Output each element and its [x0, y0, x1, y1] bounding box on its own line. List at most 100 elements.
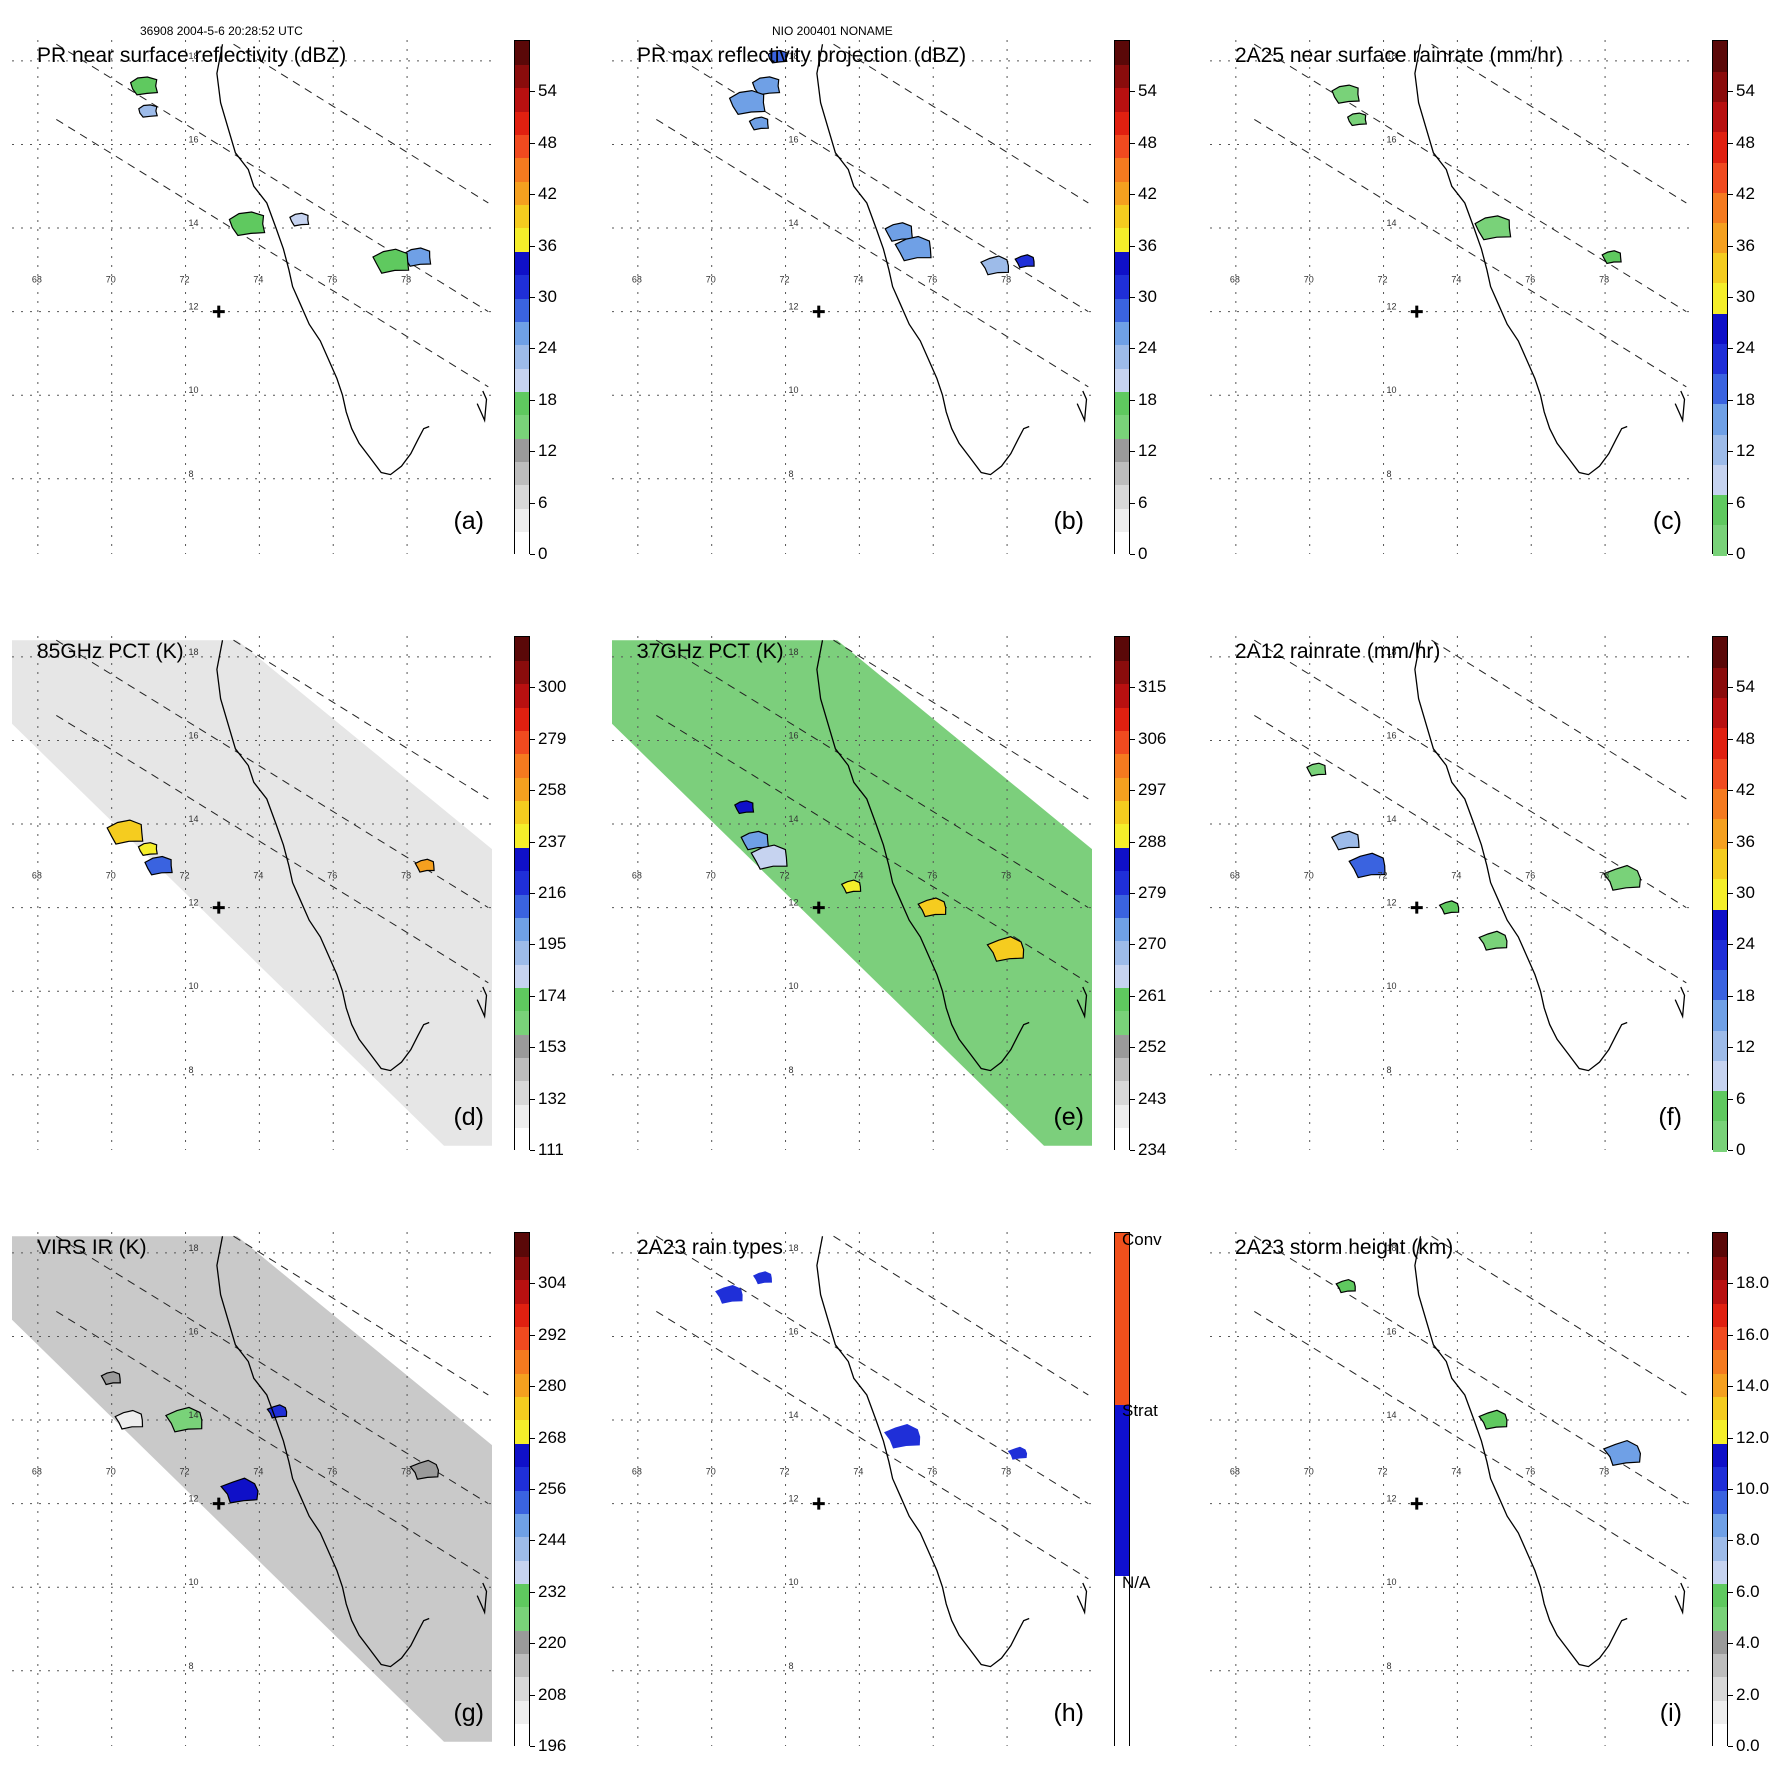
latitude-label: 10	[189, 385, 199, 395]
precip-cell	[1330, 830, 1360, 851]
colorbar-segment	[515, 683, 529, 708]
colorbar-tick	[1728, 1283, 1733, 1285]
colorbar-tick	[1130, 554, 1135, 555]
latitude-label: 8	[1387, 469, 1392, 479]
longitude-label: 74	[1451, 274, 1461, 284]
panel-title: 2A25 near surface rainrate (mm/hr)	[1235, 44, 1563, 67]
colorbar-segment	[515, 894, 529, 918]
colorbar-segment	[515, 1443, 529, 1468]
longitude-label: 74	[253, 1466, 263, 1476]
longitude-label: 68	[32, 870, 42, 880]
precip-cell	[409, 1459, 440, 1480]
colorbar-tick	[530, 1437, 535, 1439]
precip-cell	[751, 76, 781, 96]
colorbar-segment	[1713, 1279, 1727, 1304]
colorbar-tick-label: 42	[1138, 184, 1157, 204]
precip-cell	[1335, 1278, 1356, 1294]
colorbar-segment	[1713, 757, 1727, 789]
colorbar-tick-label: 30	[1736, 287, 1755, 306]
latitude-label: 16	[789, 1326, 799, 1336]
colorbar-segment	[1115, 461, 1129, 486]
colorbar-segment	[1713, 909, 1727, 940]
colorbar-segment	[1115, 134, 1129, 159]
precip-cell	[106, 819, 144, 845]
colorbar-tick	[1728, 502, 1733, 504]
latitude-label: 16	[189, 1326, 199, 1336]
panel-letter: (c)	[1652, 507, 1682, 535]
panel-title: PR near surface reflectivity (dBZ)	[37, 44, 347, 67]
colorbar-segment	[1713, 71, 1727, 103]
colorbar-tick-label: 48	[1138, 132, 1157, 152]
longitude-label: 70	[106, 870, 116, 880]
colorbar-segment	[1115, 321, 1129, 346]
colorbar-tick-label: 252	[1138, 1037, 1167, 1057]
longitude-label: 72	[180, 274, 190, 284]
colorbar-segment	[1115, 344, 1129, 369]
colorbar-segment	[1713, 878, 1727, 910]
colorbar-tick-label: 300	[538, 677, 567, 697]
precip-cell	[228, 211, 266, 237]
colorbar-segment	[1713, 494, 1727, 526]
precip-cell	[138, 104, 158, 118]
microwave-swath	[612, 640, 1092, 1146]
longitude-label: 72	[180, 1466, 190, 1476]
colorbar-tick	[1728, 1098, 1733, 1100]
colorbar-tick	[1130, 995, 1135, 997]
colorbar-segment	[1115, 870, 1129, 895]
longitude-label: 74	[853, 1466, 863, 1476]
colorbar-tick-label: 297	[1138, 780, 1167, 800]
latitude-label: 12	[189, 898, 199, 908]
latitude-label: 8	[789, 1661, 794, 1671]
storm-center-marker	[212, 305, 225, 318]
colorbar-tick	[1728, 1591, 1733, 1593]
colorbar-tick	[530, 738, 535, 740]
colorbar-segment	[515, 1583, 529, 1608]
pr-swath-edge	[56, 43, 489, 313]
latitude-label: 10	[189, 1577, 199, 1587]
latitude-label: 8	[1387, 1065, 1392, 1075]
colorbar-tick	[1130, 1098, 1135, 1100]
colorbar-tick-label: 174	[538, 985, 567, 1005]
colorbar-segment	[1713, 818, 1727, 850]
latitude-label: 8	[189, 1065, 194, 1075]
colorbar-tick	[1728, 91, 1733, 93]
pr-swath-edge	[656, 639, 1089, 909]
sri-lanka-coast	[1076, 986, 1088, 1019]
coastline	[1414, 44, 1628, 476]
colorbar-tick-label: 6	[1736, 1088, 1746, 1108]
longitude-label: 76	[327, 1466, 337, 1476]
longitude-label: 68	[32, 274, 42, 284]
colorbar-tick-label: 6	[1736, 492, 1746, 512]
colorbar-segment	[515, 1057, 529, 1082]
colorbar-segment	[1713, 1396, 1727, 1421]
pr-swath-edge	[1431, 1235, 1687, 1396]
colorbar-segment	[515, 64, 529, 89]
colorbar-segment	[515, 1700, 529, 1725]
precip-cell	[137, 842, 158, 856]
colorbar-segment	[515, 917, 529, 942]
latitude-label: 18	[189, 51, 199, 61]
longitude-label: 76	[1525, 870, 1535, 880]
colorbar-tick	[1130, 502, 1135, 504]
colorbar-tick-label: 0	[538, 544, 548, 563]
colorbar-segment	[515, 1034, 529, 1059]
colorbar-tick-label: 36	[1138, 235, 1157, 255]
latitude-label: 12	[789, 1494, 799, 1504]
colorbar-tick	[1728, 1437, 1733, 1439]
longitude-label: 76	[327, 870, 337, 880]
colorbar-tick	[1130, 1047, 1135, 1049]
colorbar-segment	[1713, 313, 1727, 344]
latitude-label: 16	[1387, 1326, 1397, 1336]
precip-cell	[372, 248, 410, 274]
colorbar-tick-label: 0	[1736, 1140, 1746, 1159]
colorbar-tick	[530, 687, 535, 689]
colorbar-segment	[515, 438, 529, 463]
panel-title: 37GHz PCT (K)	[637, 640, 784, 663]
colorbar-segment	[1713, 848, 1727, 880]
colorbar-tick-label: 208	[538, 1684, 567, 1704]
orbit-time-label: 36908 2004-5-6 20:28:52 UTC	[140, 24, 303, 38]
colorbar-c	[1712, 40, 1728, 556]
